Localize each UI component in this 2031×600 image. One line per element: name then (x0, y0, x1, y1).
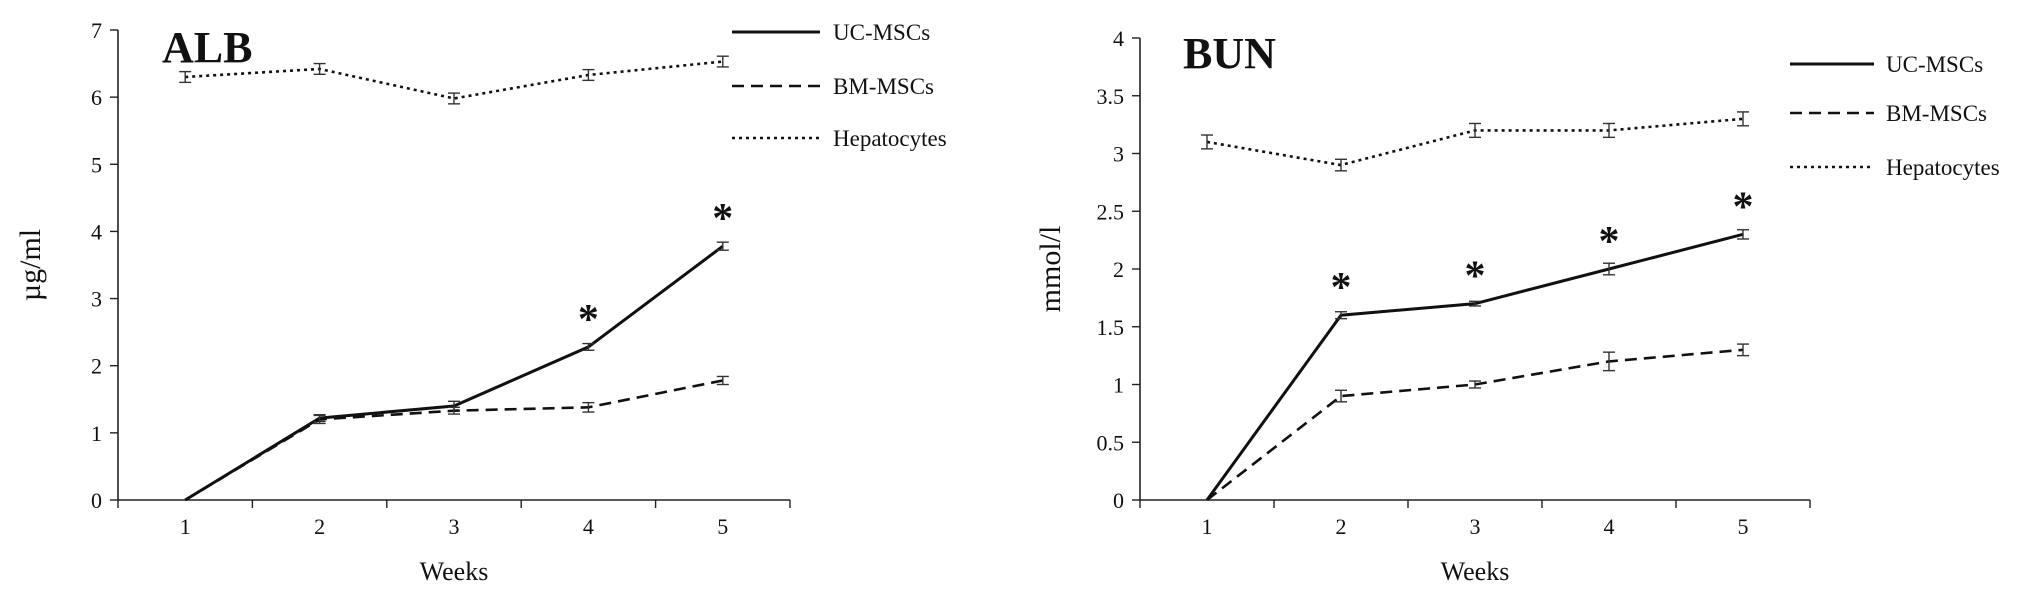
bun-chart: 0 0.5 1 1.5 2 2.5 3 3.5 4 1 2 3 4 5 Weeks mmol/l BUN UC-M… (1034, 26, 2000, 586)
alb-chart: 0 1 2 3 4 5 6 7 1 2 3 4 5 Weeks µg/ml ALB UC-MSCs BM-MSCs… (14, 18, 947, 586)
y-tick-label: 0 (1113, 488, 1124, 513)
x-tick-label: 3 (1470, 514, 1481, 539)
y-tick-label: 0.5 (1097, 430, 1125, 455)
x-axis-label: Weeks (420, 557, 489, 586)
significance-star: * (1599, 219, 1620, 265)
y-tick-label: 5 (91, 152, 102, 177)
y-tick-label: 3 (1113, 142, 1124, 167)
x-tick-label: 5 (1738, 514, 1749, 539)
significance-star: * (578, 297, 599, 343)
y-tick-label: 7 (91, 18, 102, 43)
y-tick-label: 2.5 (1097, 199, 1125, 224)
chart-title: BUN (1183, 29, 1276, 78)
y-axis-label: µg/ml (14, 229, 47, 301)
x-tick-label: 2 (314, 514, 325, 539)
x-tick-label: 3 (449, 514, 460, 539)
x-tick-label: 4 (583, 514, 594, 539)
series-line-bm-mscs (1206, 348, 1744, 502)
y-tick-label: 3 (91, 287, 102, 312)
y-tick-label: 4 (1113, 26, 1124, 51)
legend-label: Hepatocytes (833, 126, 947, 151)
y-tick-label: 0 (91, 488, 102, 513)
x-tick-label: 1 (180, 514, 191, 539)
y-tick-label: 6 (91, 85, 102, 110)
x-tick-label: 1 (1202, 514, 1213, 539)
significance-star: * (1465, 254, 1486, 300)
significance-star: * (1733, 184, 1754, 230)
y-tick-label: 2 (1113, 257, 1124, 282)
series-line-bm-mscs (184, 379, 724, 502)
y-tick-label: 1.5 (1097, 315, 1125, 340)
x-tick-label: 5 (717, 514, 728, 539)
significance-star: * (712, 196, 733, 242)
significance-star: * (1331, 265, 1352, 311)
y-tick-label: 1 (1113, 373, 1124, 398)
legend-label: BM-MSCs (1886, 101, 1987, 126)
y-tick-label: 3.5 (1097, 84, 1125, 109)
legend-label: BM-MSCs (833, 74, 934, 99)
x-axis-label: Weeks (1441, 557, 1510, 586)
legend-label: UC-MSCs (1886, 52, 1983, 77)
legend-label: Hepatocytes (1886, 155, 2000, 180)
x-tick-label: 2 (1336, 514, 1347, 539)
y-axis-label: mmol/l (1034, 226, 1067, 313)
y-tick-label: 4 (91, 219, 102, 244)
x-tick-label: 4 (1604, 514, 1615, 539)
y-tick-label: 1 (91, 421, 102, 446)
legend-label: UC-MSCs (833, 20, 930, 45)
chart-title: ALB (162, 23, 252, 72)
series-line-uc-mscs (184, 244, 724, 502)
y-tick-label: 2 (91, 354, 102, 379)
